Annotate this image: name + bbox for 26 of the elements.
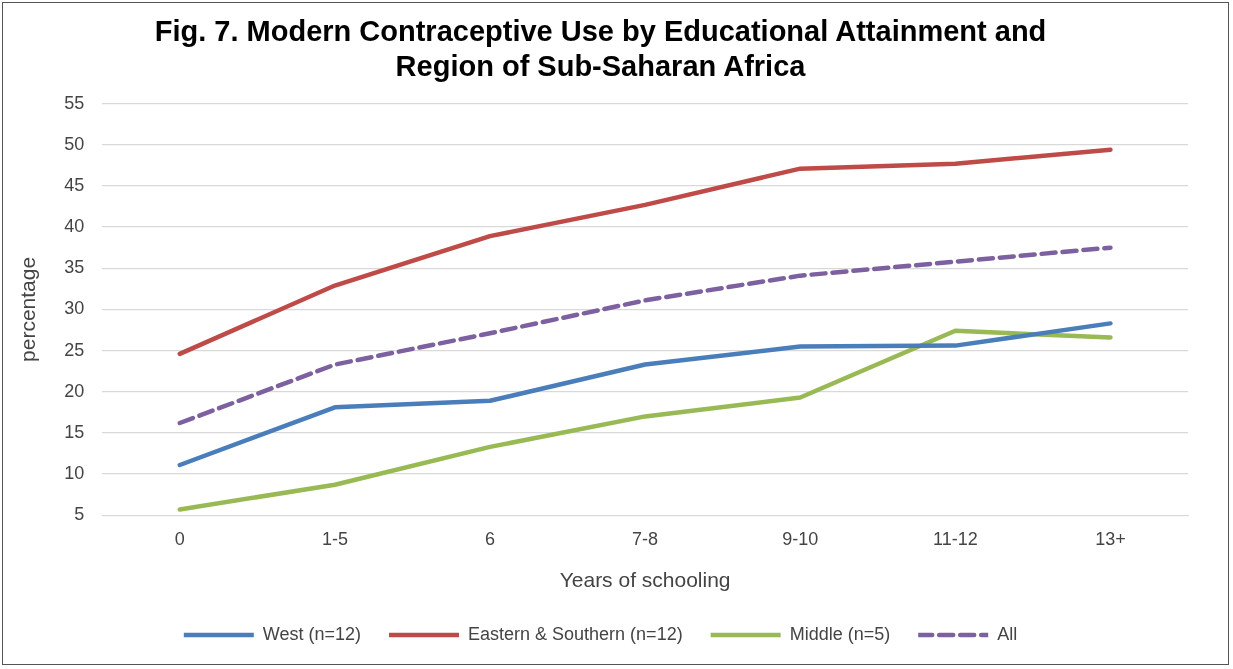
x-tick-label: 11-12 — [932, 528, 978, 549]
y-tick-label: 35 — [64, 257, 85, 278]
y-tick-label: 25 — [64, 339, 85, 360]
x-tick-label: 9-10 — [782, 528, 819, 549]
x-tick-label: 0 — [174, 528, 185, 549]
y-tick-label: 45 — [64, 174, 85, 195]
y-tick-label: 30 — [64, 298, 85, 319]
y-tick-label: 10 — [64, 463, 85, 484]
legend-label: All — [997, 623, 1018, 644]
x-axis-title: Years of schooling — [559, 568, 731, 592]
legend-label: Eastern & Southern (n=12) — [468, 623, 683, 644]
legend-label: Middle (n=5) — [789, 623, 891, 644]
x-tick-label: 13+ — [1095, 528, 1126, 549]
chart-title: Fig. 7. Modern Contraceptive Use by Educational Attainment and Region of Sub-Saharan Africa — [154, 15, 1047, 83]
y-tick-label: 15 — [64, 421, 85, 442]
x-tick-label: 6 — [484, 528, 496, 549]
line-series — [177, 245, 1113, 426]
y-tick-label: 20 — [64, 380, 85, 401]
y-tick-label: 50 — [64, 133, 85, 154]
x-tick-label: 7-8 — [632, 528, 659, 549]
y-axis-title: percentage — [16, 256, 40, 362]
legend-label: West (n=12) — [262, 623, 362, 644]
y-tick-label: 5 — [74, 504, 85, 525]
x-tick-label: 1-5 — [321, 528, 348, 549]
y-tick-label: 40 — [64, 216, 85, 237]
y-tick-label: 55 — [64, 92, 85, 113]
